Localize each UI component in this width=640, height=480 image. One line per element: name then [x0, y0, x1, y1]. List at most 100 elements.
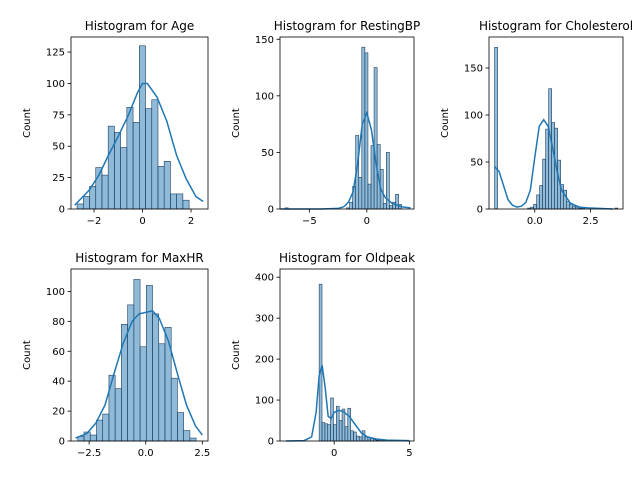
histogram-bar: [139, 45, 146, 210]
chart-title: Histogram for Cholesterol: [479, 19, 633, 33]
histogram-bar: [395, 193, 399, 210]
y-axis-label: Count: [231, 340, 242, 370]
y-tick-label: 100: [255, 91, 274, 102]
axes-frame: [279, 36, 415, 210]
kde-curve: [286, 365, 410, 442]
y-tick-label: 50: [470, 158, 483, 169]
x-tick-label: −2: [87, 216, 102, 227]
histogram-bar: [76, 203, 84, 210]
histogram-bar: [145, 108, 153, 210]
histogram-bar: [163, 160, 171, 210]
y-axis-label: Count: [22, 108, 33, 138]
histogram-bar: [133, 279, 141, 442]
histogram-bar: [494, 47, 498, 210]
histogram-bar: [333, 424, 337, 442]
y-tick-label: 0: [268, 437, 274, 448]
chart-panel-5: 0 100 200 300 400 0 5 Count Histogram for Oldpea…: [231, 251, 415, 459]
histogram-bar: [330, 397, 334, 442]
histogram-bar: [327, 424, 331, 442]
y-tick-label: 50: [52, 142, 65, 153]
histogram-bar: [318, 283, 323, 442]
histogram-bar: [341, 408, 346, 442]
y-tick-label: 100: [255, 396, 274, 407]
histogram-bar: [344, 426, 349, 442]
y-tick-label: 60: [52, 347, 65, 358]
histogram-bar: [114, 132, 121, 210]
y-tick-label: 0: [59, 437, 65, 448]
x-tick-label: 0: [331, 448, 337, 459]
y-tick-label: 25: [52, 173, 65, 184]
x-tick-label: 5: [406, 448, 412, 459]
histogram-bar: [545, 128, 549, 210]
histogram-bar: [139, 346, 147, 442]
histogram-bar: [126, 107, 134, 210]
histogram-bar: [120, 147, 128, 210]
y-tick-label: 0: [268, 205, 274, 216]
y-tick-label: 200: [255, 355, 274, 366]
histogram-bar: [183, 430, 191, 442]
y-tick-label: 100: [46, 79, 65, 90]
y-tick-label: 100: [464, 111, 483, 122]
histogram-bar: [170, 193, 177, 210]
y-tick-label: 50: [261, 148, 274, 159]
x-tick-label: 0: [139, 216, 145, 227]
histogram-bar: [152, 313, 160, 442]
histogram-bar: [177, 412, 184, 442]
axes-frame: [70, 36, 209, 210]
y-tick-label: 80: [52, 317, 65, 328]
histogram-bar: [170, 377, 178, 442]
chart-panel-1: 0 25 50 75 100 125 −2 0 2 Count Histogram for Age: [22, 19, 209, 227]
x-tick-label: −2.5: [77, 448, 101, 459]
x-tick-label: 2: [188, 216, 194, 227]
histogram-bar: [89, 434, 97, 442]
histogram-bar: [569, 204, 573, 210]
histogram-bar: [358, 177, 363, 210]
histogram-bar: [108, 374, 116, 442]
chart-panel-3: 0 50 100 150 0.0 2.5 Count Histogram for Choles…: [440, 19, 633, 227]
axes-frame: [279, 268, 415, 442]
histogram-bar: [164, 327, 172, 442]
y-axis-label: Count: [231, 108, 242, 138]
chart-title: Histogram for MaxHR: [75, 251, 204, 265]
histogram-bar: [114, 388, 122, 442]
histogram-bar: [151, 99, 159, 210]
histogram-bar: [358, 436, 363, 442]
histogram-bar: [176, 193, 184, 210]
chart-title: Histogram for Age: [85, 19, 195, 33]
y-tick-label: 20: [52, 407, 65, 418]
x-tick-label: 2.5: [194, 448, 210, 459]
y-tick-label: 300: [255, 314, 274, 325]
histogram-bar: [157, 166, 165, 210]
histogram-bar: [89, 186, 97, 210]
kde-curve: [75, 310, 203, 439]
histogram-bar: [182, 199, 190, 210]
y-axis-label: Count: [22, 340, 33, 370]
histogram-bar: [382, 203, 387, 210]
axes-frame: [70, 268, 209, 442]
histogram-bar: [356, 435, 360, 442]
y-tick-label: 125: [46, 48, 65, 59]
histogram-bar: [107, 125, 115, 210]
histogram-bar: [542, 158, 546, 210]
y-tick-label: 75: [52, 110, 65, 121]
histogram-bar: [367, 183, 372, 210]
histogram-bar: [96, 419, 104, 442]
histogram-bar: [350, 430, 354, 442]
histogram-bar: [82, 196, 90, 210]
chart-title: Histogram for Oldpeak: [279, 251, 415, 265]
chart-panel-4: 0 20 40 60 80 100 −2.5 0.0 2.5 Count Histogram for…: [22, 251, 210, 459]
chart-title: Histogram for RestingBP: [274, 19, 421, 33]
y-tick-label: 0: [477, 205, 483, 216]
histogram-bar: [145, 285, 153, 442]
y-tick-label: 0: [59, 205, 65, 216]
y-tick-label: 150: [255, 35, 274, 46]
kde-curve: [74, 82, 204, 206]
kde-curve: [494, 118, 613, 210]
chart-panel-2: 0 50 100 150 −5 0 Count Histogram for RestingBP: [231, 19, 420, 227]
histogram-bar: [536, 194, 540, 210]
y-tick-label: 150: [464, 64, 483, 75]
kde-curve: [280, 110, 411, 210]
y-tick-label: 100: [46, 287, 65, 298]
histogram-bar: [189, 437, 197, 442]
histogram-bar: [158, 343, 166, 442]
